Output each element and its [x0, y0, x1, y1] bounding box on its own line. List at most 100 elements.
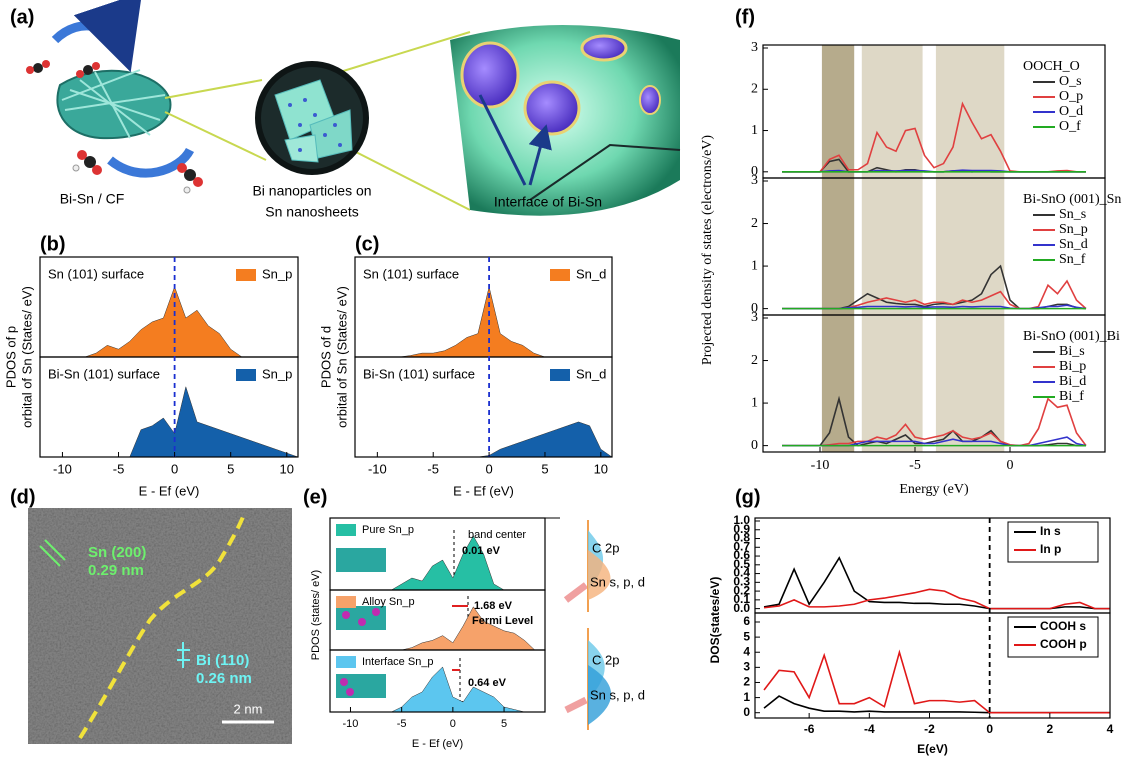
dos-line	[763, 556, 1110, 610]
panel-label: (b)	[40, 233, 66, 255]
y-tick-label: 0.8	[733, 531, 750, 545]
subplot-title: Bi-Sn (101) surface	[48, 366, 160, 381]
x-tick-label: 0	[171, 461, 178, 476]
x-tick-label: -2	[924, 722, 935, 736]
annotation: Sn s, p, d	[590, 574, 645, 589]
panel-label: (c)	[355, 233, 379, 255]
x-tick-label: 0	[485, 461, 492, 476]
x-tick-label: 10	[280, 461, 294, 476]
legend-swatch	[236, 369, 256, 381]
legend-label: Interface Sn_p	[362, 656, 434, 668]
y-axis-label: orbital of Sn (States/ eV)	[334, 286, 349, 428]
legend-label: Alloy Sn_p	[362, 596, 415, 608]
y-tick-label: 0.1	[733, 592, 750, 606]
y-tick-label: 2	[751, 353, 758, 368]
plot-frame	[754, 612, 1111, 719]
y-axis-label: orbital of Sn (States/ eV)	[19, 286, 34, 428]
annotation: Sn (200)	[88, 544, 146, 561]
y-tick-label: 0	[751, 301, 758, 316]
bi-particle	[523, 80, 581, 136]
subplot-title: Bi-Sn (101) surface	[363, 366, 475, 381]
x-tick-label: 5	[227, 461, 234, 476]
shift-marker	[452, 605, 468, 671]
legend-label: O_d	[1059, 104, 1083, 119]
legend-label: Sn_p	[262, 366, 292, 381]
x-tick-label: 0	[986, 722, 993, 736]
legend-swatch	[550, 269, 570, 281]
legend-label: O_f	[1059, 119, 1081, 134]
annotation: 0.29 nm	[88, 562, 144, 579]
dos-line	[763, 649, 1110, 714]
dos-area	[355, 421, 613, 458]
subplot-title: Sn (101) surface	[363, 266, 459, 281]
y-tick-label: 0.4	[733, 566, 750, 580]
legend-label: Sn_p	[262, 266, 292, 281]
panel-label: (g)	[735, 486, 761, 508]
panel-e-decor: (e) C 2p Sn s, p, d C 2p Sn s, p, d	[303, 486, 645, 730]
y-tick-label: 3	[751, 173, 758, 188]
annotation: C 2p	[592, 540, 619, 555]
dos-area	[40, 385, 299, 458]
x-axis-label: E - Ef (eV)	[139, 483, 200, 498]
scale-label: 2 nm	[234, 701, 263, 716]
interface-line	[78, 511, 247, 740]
arrow	[107, 147, 195, 178]
annotation: 0.01 eV	[462, 545, 501, 557]
plot-frame	[354, 356, 613, 458]
y-axis-label: PDOS of p	[3, 326, 18, 388]
x-tick-label: -5	[909, 458, 921, 473]
x-axis-label: E(eV)	[917, 742, 948, 756]
x-axis-label: E - Ef (eV)	[412, 738, 463, 750]
legend-swatch	[336, 524, 356, 536]
legend-title: Bi-SnO (001)_Sn	[1023, 192, 1121, 207]
plot-frame	[329, 649, 546, 713]
legend-title: Bi-SnO (001)_Bi	[1023, 329, 1120, 344]
y-axis-label: Projected density of states (electrons/e…	[700, 135, 715, 365]
legend-swatch	[336, 596, 356, 608]
plot-frame	[39, 356, 299, 458]
legend-label: Sn_d	[576, 266, 606, 281]
legend-label: Bi_d	[1059, 374, 1086, 389]
x-tick-label: -10	[368, 461, 387, 476]
y-tick-label: 0	[743, 705, 750, 719]
legend-swatch	[550, 369, 570, 381]
legend-label: Bi_p	[1059, 359, 1086, 374]
dos-area	[40, 286, 298, 358]
x-tick-label: -6	[804, 722, 815, 736]
annotation: 0.26 nm	[196, 670, 252, 687]
x-tick-label: 0	[450, 718, 456, 730]
caption: Sn nanosheets	[265, 204, 358, 220]
bi-particle	[639, 85, 661, 115]
x-tick-label: -4	[864, 722, 875, 736]
edge	[529, 143, 681, 201]
y-tick-label: 1	[743, 690, 750, 704]
x-tick-label: -10	[343, 718, 359, 730]
dos-line	[782, 397, 1087, 447]
x-tick-label: 0	[1007, 458, 1014, 473]
y-tick-label: 0.7	[733, 539, 750, 553]
y-tick-label: 4	[743, 644, 750, 658]
lattice-mark	[177, 642, 190, 668]
y-tick-label: 0.9	[733, 522, 750, 536]
y-tick-label: 2	[743, 675, 750, 689]
arrow	[563, 582, 589, 714]
y-tick-label: 0	[751, 164, 758, 179]
legend-frame	[1007, 616, 1099, 658]
dos-line	[763, 588, 1110, 610]
legend-label: O_s	[1059, 74, 1082, 89]
legend-label: O_p	[1059, 89, 1083, 104]
y-tick-label: 1	[751, 395, 758, 410]
x-tick-label: -10	[811, 458, 830, 473]
legend-swatch	[236, 269, 256, 281]
y-tick-label: 0.0	[733, 601, 750, 615]
legend-swatch	[336, 656, 356, 668]
plot-frame	[762, 314, 1106, 453]
panel-label: (e)	[303, 486, 327, 508]
caption: Bi-Sn / CF	[60, 191, 125, 207]
annotation: 1.68 eV	[474, 600, 513, 612]
annotation: band center	[468, 529, 526, 541]
legend-title: OOCH_O	[1023, 59, 1080, 74]
y-tick-label: 0.5	[733, 557, 750, 571]
arrow	[51, 0, 143, 73]
y-tick-label: 1	[751, 123, 758, 138]
